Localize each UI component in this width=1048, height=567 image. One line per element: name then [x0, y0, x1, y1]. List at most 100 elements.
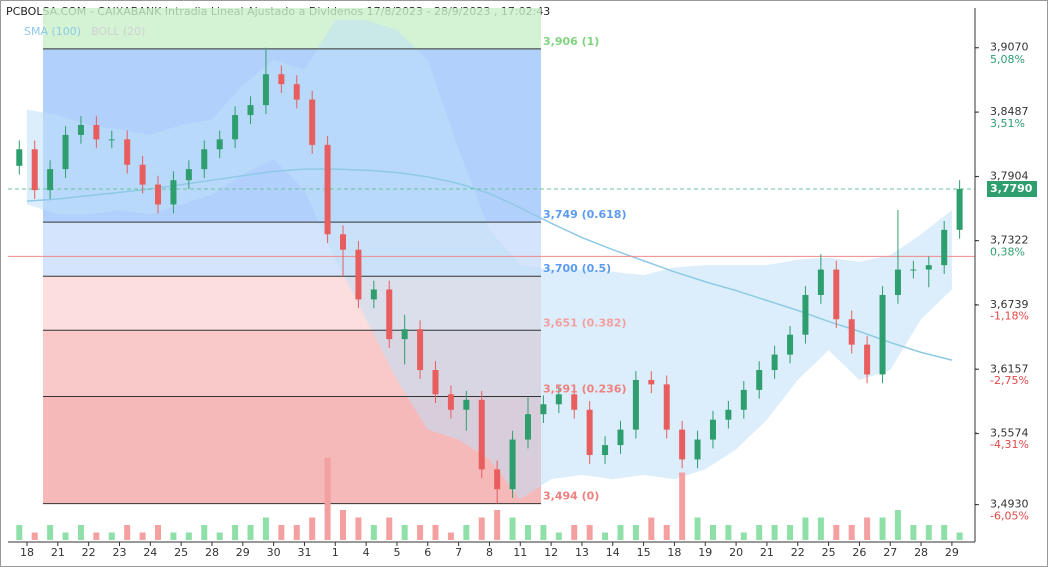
candle-body — [417, 329, 424, 371]
fib-label: 3,749 (0.618) — [543, 208, 626, 221]
x-tick-label: 1 — [332, 546, 339, 559]
volume-bar — [787, 525, 794, 540]
candle-body — [617, 429, 624, 446]
candle-body — [77, 124, 84, 135]
candle-body — [602, 445, 609, 456]
volume-bar — [941, 525, 948, 540]
y-tick-label: 3,7322 — [990, 234, 1029, 247]
y2-tick-label: 5,08% — [990, 53, 1025, 66]
candle-body — [185, 169, 192, 181]
candle-body — [155, 184, 162, 205]
x-tick-label: 20 — [729, 546, 743, 559]
volume-bar — [509, 517, 516, 540]
y-tick-label: 3,6157 — [990, 362, 1029, 375]
volume-bar — [447, 532, 454, 540]
volume-bar — [417, 525, 424, 540]
candle-body — [725, 409, 732, 420]
volume-bar — [201, 525, 208, 540]
x-tick-label: 12 — [544, 546, 558, 559]
volume-bar — [355, 517, 362, 540]
candle-body — [108, 139, 115, 141]
fib-label: 3,651 (0.382) — [543, 316, 626, 329]
candle-body — [478, 399, 485, 470]
x-tick-label: 25 — [174, 546, 188, 559]
candle-body — [817, 269, 824, 295]
x-tick-label: 6 — [424, 546, 431, 559]
y2-tick-label: -2,75% — [990, 374, 1029, 387]
volume-bar — [756, 525, 763, 540]
y-tick-label: 3,7904 — [990, 169, 1029, 182]
volume-bar — [524, 525, 531, 540]
x-tick-label: 8 — [486, 546, 493, 559]
volume-bar — [386, 517, 393, 540]
volume-bar — [139, 532, 146, 540]
x-tick-label: 25 — [822, 546, 836, 559]
candle-body — [139, 164, 146, 185]
volume-bar — [602, 532, 609, 540]
x-tick-label: 21 — [760, 546, 774, 559]
x-tick-label: 14 — [606, 546, 620, 559]
volume-bar — [108, 532, 115, 540]
candle-body — [879, 294, 886, 375]
volume-bar — [663, 525, 670, 540]
candle-body — [31, 149, 38, 191]
y2-tick-label: -1,18% — [990, 310, 1029, 323]
candle-body — [278, 74, 285, 85]
x-tick-label: 19 — [698, 546, 712, 559]
volume-bar — [16, 525, 23, 540]
candle-body — [247, 105, 254, 116]
candle-body — [679, 429, 686, 460]
volume-bar — [340, 510, 347, 540]
volume-bar — [771, 525, 778, 540]
candle-body — [401, 329, 408, 340]
x-tick-label: 28 — [205, 546, 219, 559]
candle-body — [540, 404, 547, 415]
volume-bar — [571, 525, 578, 540]
x-tick-label: 7 — [455, 546, 462, 559]
volume-bar — [586, 525, 593, 540]
volume-bar — [155, 525, 162, 540]
x-tick-label: 21 — [51, 546, 65, 559]
candle-body — [894, 269, 901, 295]
x-tick-label: 13 — [575, 546, 589, 559]
candle-body — [802, 294, 809, 335]
candle-body — [571, 394, 578, 410]
y2-tick-label: 3,51% — [990, 117, 1025, 130]
x-tick-label: 24 — [143, 546, 157, 559]
candle-body — [756, 370, 763, 390]
candle-body — [47, 169, 54, 191]
volume-bar — [293, 525, 300, 540]
candle-body — [864, 344, 871, 375]
candle-body — [62, 134, 69, 170]
volume-bar — [894, 510, 901, 540]
last-price-label: 3,7790 — [990, 182, 1033, 195]
fib-label: 3,494 (0) — [543, 490, 599, 503]
candle-body — [463, 399, 470, 410]
volume-bar — [494, 510, 501, 540]
volume-bar — [925, 525, 932, 540]
volume-bar — [802, 517, 809, 540]
candle-body — [509, 439, 516, 490]
volume-bar — [694, 517, 701, 540]
x-tick-label: 23 — [112, 546, 126, 559]
x-tick-label: 26 — [852, 546, 866, 559]
volume-bar — [833, 525, 840, 540]
volume-bar — [31, 532, 38, 540]
candle-body — [386, 289, 393, 340]
candle-body — [694, 439, 701, 460]
candle-body — [232, 115, 239, 140]
candle-body — [293, 84, 300, 100]
x-tick-label: 18 — [667, 546, 681, 559]
candle-body — [170, 180, 177, 205]
volume-bar — [62, 532, 69, 540]
volume-bar — [725, 525, 732, 540]
volume-bar — [216, 532, 223, 540]
volume-bar — [124, 525, 131, 540]
candle-body — [740, 389, 747, 410]
candle-body — [709, 419, 716, 440]
candle-body — [494, 469, 501, 490]
fib-zone — [43, 8, 541, 49]
candle-body — [340, 234, 347, 250]
fib-label: 3,700 (0.5) — [543, 262, 611, 275]
x-tick-label: 28 — [914, 546, 928, 559]
